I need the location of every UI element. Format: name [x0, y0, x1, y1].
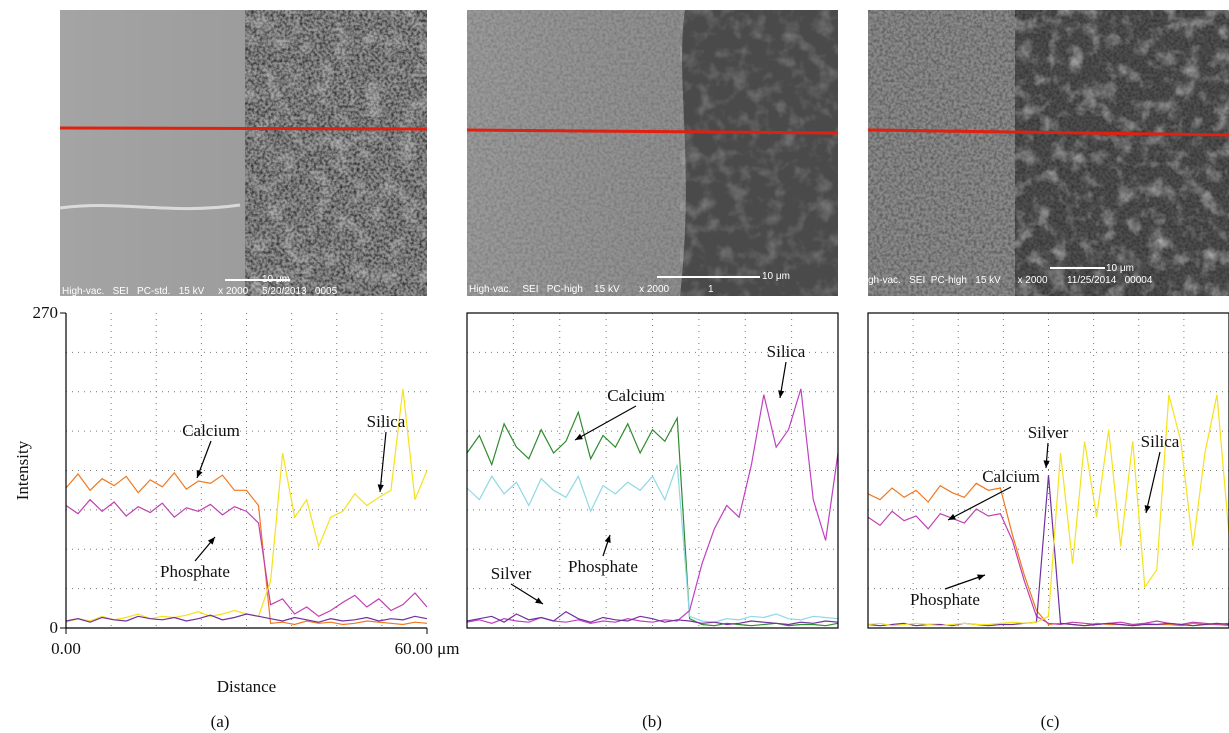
y-axis-label: Intensity [13, 440, 32, 500]
arrow-head [605, 535, 611, 543]
sem-image: 10 μm gh-vac. SEI PC-high 15 kV x 2000 1… [868, 10, 1229, 296]
data-line [467, 465, 838, 622]
series-annotation: Calcium [982, 467, 1040, 486]
arrow-head [977, 574, 985, 580]
arrow-head [778, 390, 784, 398]
scale-bar-label: 10 μm [1106, 263, 1134, 274]
sem-info: High-vac. SEI PC-std. 15 kV x 2000 5/20/… [62, 286, 338, 297]
sem-info: gh-vac. SEI PC-high 15 kV x 2000 11/25/2… [868, 275, 1153, 286]
chart: 0 270 0.00 60.00 μm Distance Intensity (a) Calc… [13, 303, 459, 731]
annotation-arrow [575, 406, 636, 440]
annotation-arrow [380, 432, 386, 492]
series-annotation: Silica [767, 342, 806, 361]
series-annotation: Calcium [182, 421, 240, 440]
series-annotation: Silver [1028, 423, 1069, 442]
series-annotation: Calcium [607, 386, 665, 405]
series-annotation: Phosphate [160, 562, 230, 581]
arrow-head [378, 484, 384, 492]
panel-caption: (c) [1041, 712, 1060, 731]
arrow-head [535, 597, 543, 604]
arrow-head [197, 470, 203, 478]
panel-caption: (b) [642, 712, 662, 731]
series-annotation: Phosphate [568, 557, 638, 576]
figure: 10 μm High-vac. SEI PC-std. 15 kV x 2000… [0, 0, 1229, 733]
series-annotation: Silica [1141, 432, 1180, 451]
panel-caption: (a) [211, 712, 230, 731]
y-tick-label: 0 [50, 618, 59, 637]
sem-info: High-vac. SEI PC-high 15 kV x 2000 1 [469, 284, 714, 295]
y-tick-label: 270 [33, 303, 59, 322]
series-annotation: Phosphate [910, 590, 980, 609]
chart: (b) Calcium Phosphate Silica Silver [467, 313, 838, 731]
x-tick-label: 0.00 [51, 639, 81, 658]
arrow-head [1145, 505, 1151, 513]
annotation-arrow [1146, 452, 1160, 513]
series-annotation: Silver [491, 564, 532, 583]
chart: (c) Calcium Phosphate Silver Silica [868, 313, 1229, 731]
x-tick-label: 60.00 μm [395, 639, 460, 658]
scale-bar-label: 10 μm [262, 274, 290, 285]
series-annotation: Silica [367, 412, 406, 431]
arrow-head [1043, 460, 1049, 468]
sem-image: 10 μm High-vac. SEI PC-std. 15 kV x 2000… [60, 10, 427, 297]
scale-bar-label: 10 μm [762, 271, 790, 282]
sem-image: 10 μm High-vac. SEI PC-high 15 kV x 2000… [467, 10, 838, 296]
data-line [467, 412, 838, 625]
x-axis-label: Distance [217, 677, 276, 696]
data-line [467, 389, 838, 624]
